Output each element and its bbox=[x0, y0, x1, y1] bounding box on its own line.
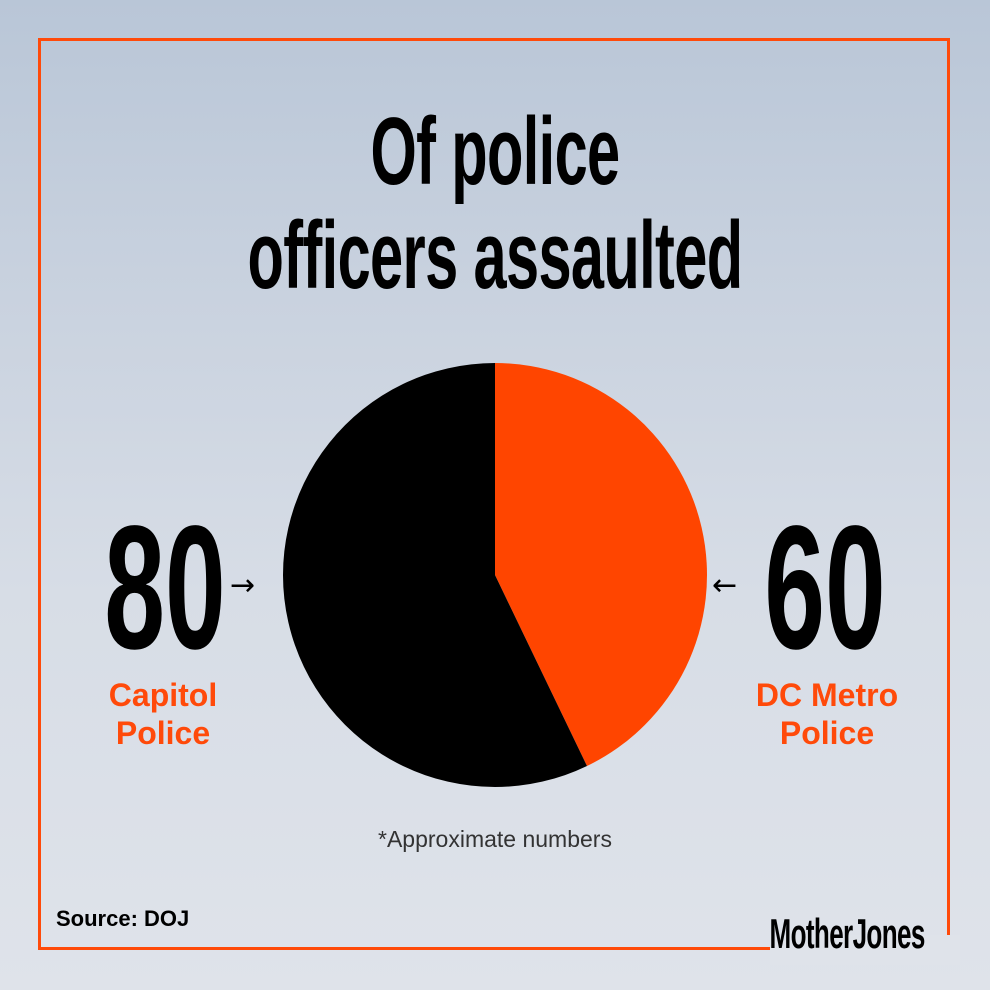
source-text: Source: DOJ bbox=[56, 906, 190, 931]
capitol-police-label: Capitol Police bbox=[63, 676, 263, 752]
dc-metro-police-label: DC Metro Police bbox=[727, 676, 927, 752]
orange-frame bbox=[38, 38, 950, 950]
capitol-police-value: 80 bbox=[104, 490, 226, 686]
dc-label-line-1: DC Metro bbox=[755, 677, 899, 713]
mother-jones-logo: MotherJones bbox=[769, 910, 926, 957]
pie-slice-capitol-police bbox=[282, 363, 587, 787]
title-line-1: Of police bbox=[370, 98, 620, 205]
right-arrow-icon: → bbox=[230, 568, 256, 603]
capitol-label-line-1: Capitol bbox=[108, 677, 218, 713]
capitol-label-line-2: Police bbox=[115, 715, 211, 751]
chart-title: Of police officers assaulted bbox=[188, 100, 802, 308]
approximate-note: *Approximate numbers bbox=[378, 826, 612, 852]
title-line-2: officers assaulted bbox=[247, 202, 744, 309]
dc-label-line-2: Police bbox=[779, 715, 875, 751]
pie-slice-dc-metro-police bbox=[495, 363, 707, 767]
frame-gap bbox=[770, 935, 960, 965]
left-arrow-icon: ← bbox=[712, 568, 738, 603]
dc-metro-police-value: 60 bbox=[764, 490, 886, 686]
